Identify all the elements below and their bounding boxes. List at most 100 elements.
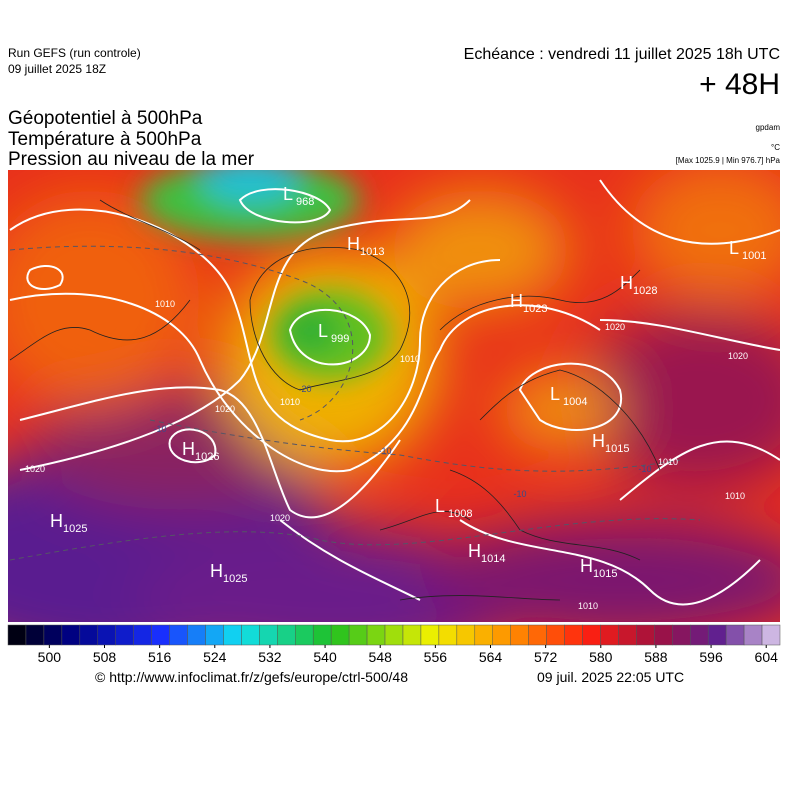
pressure-center: H 1015 [580, 556, 617, 580]
center-value: 1001 [742, 250, 766, 262]
colorbar-swatch [79, 624, 99, 646]
center-kind: H [210, 561, 223, 581]
center-value: 1008 [448, 508, 472, 520]
colorbar-swatch [43, 624, 63, 646]
center-kind: L [435, 496, 445, 516]
isobar-label: 1010 [155, 299, 175, 309]
center-value: 1025 [223, 573, 247, 585]
colorbar-swatch [115, 624, 134, 646]
isotherm-label: -10 [513, 489, 526, 499]
colorbar-label: 540 [313, 649, 337, 665]
center-kind: H [510, 291, 523, 311]
colorbar-swatch [259, 624, 278, 646]
center-value: 1004 [563, 396, 587, 408]
colorbar-swatch [402, 624, 422, 646]
colorbar-swatch [654, 624, 673, 646]
pressure-center: H 1025 [50, 511, 87, 535]
isobar-label: 1020 [605, 322, 625, 332]
colorbar-swatch [295, 624, 314, 646]
colorbar-swatch [689, 624, 709, 646]
center-value: 999 [331, 333, 349, 345]
colorbar-swatch [492, 624, 511, 646]
center-value: 1013 [360, 246, 384, 258]
colorbar-swatch [546, 624, 565, 646]
isobar-label: 1020 [215, 404, 235, 414]
center-kind: L [318, 321, 328, 341]
isotherms [9, 245, 701, 561]
pressure-center: L 999 [318, 321, 349, 345]
colorbar-swatch [528, 624, 547, 646]
colorbar-swatch [312, 624, 332, 646]
center-kind: L [729, 238, 739, 258]
colorbar-label: 564 [479, 649, 503, 665]
center-kind: L [550, 384, 560, 404]
isobar-label: 1010 [725, 491, 745, 501]
center-kind: H [182, 439, 195, 459]
isobar-label: 1010 [658, 457, 678, 467]
run-date: 09 juillet 2025 18Z [8, 62, 107, 76]
center-value: 1025 [63, 523, 87, 535]
colorbar-label: 548 [369, 649, 393, 665]
center-kind: H [620, 273, 633, 293]
footer-source: © http://www.infoclimat.fr/z/gefs/europe… [95, 669, 409, 685]
title: Température à 500hPa [8, 129, 202, 150]
colorbar-swatch [151, 624, 170, 646]
colorbar-swatch [330, 624, 350, 646]
colorbar-swatch [618, 624, 637, 646]
colorbar-label: 580 [589, 649, 613, 665]
center-kind: H [347, 234, 360, 254]
pressure-center: L 1001 [729, 238, 766, 262]
colorbar-swatch [97, 624, 116, 646]
isobar-label: 1010 [578, 601, 598, 611]
center-value: 1028 [633, 285, 657, 297]
center-value: 1026 [195, 451, 219, 463]
pressure-center: H 1014 [468, 541, 505, 565]
pressure-center: H 1013 [347, 234, 384, 258]
center-kind: H [468, 541, 481, 561]
unit: [Max 1025.9 | Min 976.7] hPa [675, 156, 780, 165]
isobar-label: 1020 [25, 464, 45, 474]
colorbar-swatch [205, 624, 224, 646]
colorbar-swatch [366, 624, 386, 646]
colorbar-swatch [636, 624, 655, 646]
isotherm-label: -10 [378, 446, 391, 456]
colorbar-swatch [510, 624, 529, 646]
isotherm-label: -20 [298, 384, 311, 394]
colorbar-swatch [456, 624, 476, 646]
run-label: Run GEFS (run controle) [8, 46, 141, 60]
pressure-center: L 1008 [435, 496, 472, 520]
colorbar-swatch [223, 624, 242, 646]
colorbar-label: 588 [644, 649, 668, 665]
colorbar-label: 516 [148, 649, 172, 665]
colorbar-swatch [672, 624, 691, 646]
pressure-center: H 1025 [210, 561, 247, 585]
isotherm-label: -10 [638, 464, 651, 474]
colorbar-label: 500 [38, 649, 62, 665]
center-value: 968 [296, 196, 314, 208]
colorbar-swatch [133, 624, 152, 646]
colorbar-swatch [725, 624, 745, 646]
pressure-center: L 968 [283, 184, 314, 208]
isobar-label: 1010 [280, 397, 300, 407]
colorbar-swatch [241, 624, 260, 646]
isotherm-label: -10 [153, 424, 166, 434]
center-value: 1014 [481, 553, 505, 565]
colorbar-swatch [564, 624, 583, 646]
valid-time: Echéance : vendredi 11 juillet 2025 18h … [463, 46, 780, 63]
colorbar-swatch [420, 624, 440, 646]
center-kind: L [283, 184, 293, 204]
colorbar-swatch [348, 624, 368, 646]
colorbar-label: 524 [203, 649, 227, 665]
colorbar-label: 596 [699, 649, 723, 665]
colorbar-swatch [169, 624, 188, 646]
colorbar-swatch [277, 624, 296, 646]
isobar-label: 1020 [728, 351, 748, 361]
center-kind: H [592, 431, 605, 451]
lead-time: + 48H [699, 68, 780, 101]
pressure-center: H 1026 [182, 439, 219, 463]
center-value: 1023 [523, 303, 547, 315]
pressure-center: H 1015 [592, 431, 629, 455]
center-value: 1015 [605, 443, 629, 455]
footer-generated: 09 juil. 2025 22:05 UTC [537, 669, 685, 685]
